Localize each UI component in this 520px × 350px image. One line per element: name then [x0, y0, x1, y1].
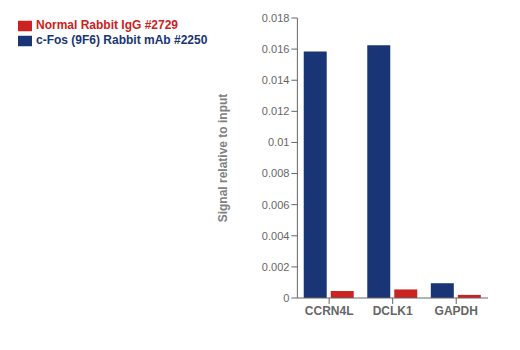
svg-text:0.018: 0.018 [262, 12, 290, 24]
svg-text:0.002: 0.002 [262, 261, 290, 273]
svg-text:CCRN4L: CCRN4L [305, 304, 354, 318]
svg-text:Signal relative to input: Signal relative to input [216, 94, 230, 223]
svg-text:0.006: 0.006 [262, 199, 290, 211]
svg-text:0.012: 0.012 [262, 105, 290, 117]
html-text:c-Fos (9F6) Rabbit mAb #2250: c-Fos (9F6) Rabbit mAb #2250 [36, 32, 208, 47]
svg-text:0.016: 0.016 [262, 43, 290, 55]
svg-text:GAPDH: GAPDH [435, 304, 478, 318]
svg-text:0: 0 [283, 292, 289, 304]
svg-text:DCLK1: DCLK1 [373, 304, 413, 318]
svg-text:0.01: 0.01 [268, 136, 289, 148]
svg-text:0.004: 0.004 [262, 230, 290, 242]
svg-text:0.014: 0.014 [262, 74, 290, 86]
html-text:Normal Rabbit IgG #2729: Normal Rabbit IgG #2729 [36, 18, 178, 32]
svg-text:0.008: 0.008 [262, 167, 290, 179]
